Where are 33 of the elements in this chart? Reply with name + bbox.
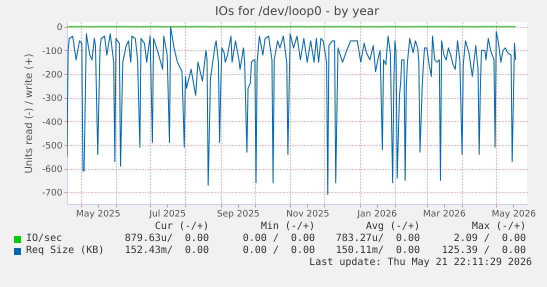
text: 152.43m/ 0.00: [124, 245, 209, 257]
x-tick-label: May 2025: [76, 210, 120, 220]
y-axis-title: Units read (-) / write (+): [24, 53, 36, 174]
y-tick-label: -200: [42, 70, 63, 80]
text: 2.09 / 0.00: [454, 233, 526, 245]
x-tick-label: May 2026: [492, 210, 536, 220]
legend-label: IO/sec: [26, 233, 62, 245]
text: Cur (-/+): [154, 221, 209, 233]
text: 0.00 / 0.00: [242, 233, 315, 245]
y-tick-label: -500: [42, 141, 63, 152]
y-tick-label: -100: [42, 46, 63, 57]
y-tick-label: -300: [42, 94, 63, 104]
y-tick-label: 0: [56, 23, 63, 34]
x-tick-label: Sep 2025: [216, 210, 260, 220]
y-tick-label: -700: [42, 188, 63, 199]
text: 783.27u/ 0.00: [336, 233, 420, 245]
x-tick-label: Nov 2025: [286, 210, 330, 220]
text: Min (-/+): [260, 221, 315, 233]
legend-label: Req Size (KB): [26, 245, 104, 257]
text: Max (-/+): [472, 221, 526, 233]
text: Last update: Thu May 21 22:11:29 2026: [309, 257, 532, 269]
text: Avg (-/+): [366, 221, 420, 233]
text: 150.11m/ 0.00: [336, 245, 420, 257]
text: 125.39 / 0.00: [442, 245, 526, 257]
x-tick-label: Mar 2026: [423, 210, 466, 220]
line-series: [67, 26, 516, 196]
y-tick-label: -400: [42, 118, 63, 128]
y-tick-label: -600: [42, 165, 63, 176]
text: 879.63u/ 0.00: [124, 233, 209, 245]
chart-title: IOs for /dev/loop0 - by year: [214, 4, 380, 18]
x-tick-label: Jul 2025: [148, 210, 186, 220]
x-tick-label: Jan 2026: [356, 210, 398, 220]
text: 0.00 / 0.00: [242, 245, 315, 257]
